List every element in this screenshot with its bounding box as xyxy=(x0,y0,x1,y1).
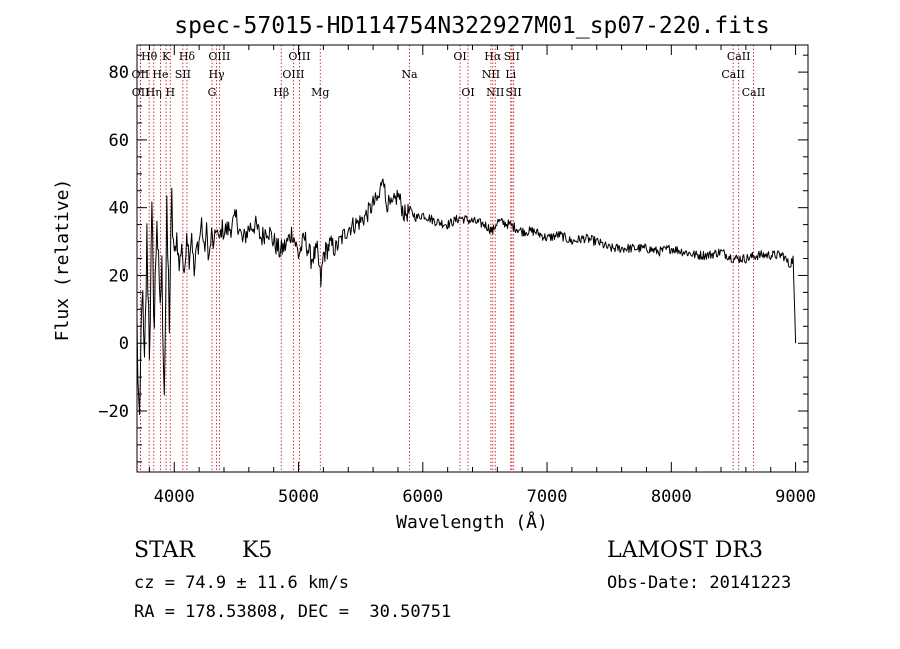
line-label-lines_mid-4: OIII xyxy=(282,68,304,81)
x-tick-label-3: 7000 xyxy=(527,487,568,507)
line-label-lines_top-3: OIII xyxy=(208,50,230,63)
line-label-lines_top-7: SII xyxy=(504,50,520,63)
x-axis-ticks: 4000 5000 6000 7000 8000 9000 xyxy=(148,45,816,507)
y-tick-label-3: 40 xyxy=(109,199,129,219)
line-label-lines_mid-5: Na xyxy=(401,68,418,81)
x-axis-label: Wavelength (Å) xyxy=(396,511,548,533)
object-subclass: K5 xyxy=(242,538,273,563)
line-label-lines_bottom-4: Hβ xyxy=(273,86,289,99)
line-label-lines_bottom-5: Mg xyxy=(311,86,329,99)
chart-title: spec-57015-HD114754N322927M01_sp07-220.f… xyxy=(174,13,769,39)
survey-name: LAMOST DR3 xyxy=(607,538,763,563)
line-label-lines_top-0: Hθ xyxy=(141,50,158,63)
line-label-lines_top-6: Hα xyxy=(484,50,502,63)
plot-frame xyxy=(136,44,809,473)
spectrum-line-0 xyxy=(136,178,797,416)
x-tick-label-4: 8000 xyxy=(651,487,692,507)
x-tick-label-5: 9000 xyxy=(775,487,816,507)
y-tick-label-2: 20 xyxy=(109,266,129,286)
line-label-lines_mid-8: CaII xyxy=(721,68,745,81)
spectrum-series xyxy=(136,178,797,416)
y-tick-label-0: −20 xyxy=(98,402,129,422)
line-label-lines_bottom-3: G xyxy=(208,86,217,99)
line-label-lines_top-5: OI xyxy=(453,50,466,63)
line-label-lines_mid-1: He xyxy=(152,68,168,81)
object-class: STAR xyxy=(134,538,195,563)
x-tick-label-1: 5000 xyxy=(278,487,319,507)
y-tick-label-1: 0 xyxy=(119,334,129,354)
redshift-velocity: cz = 74.9 ± 11.6 km/s xyxy=(134,573,349,593)
line-label-lines_top-4: OIII xyxy=(288,50,310,63)
line-label-lines_bottom-0: OII xyxy=(132,86,150,99)
y-axis-label: Flux (relative) xyxy=(52,179,73,342)
line-label-lines_bottom-9: CaII xyxy=(742,86,766,99)
line-label-lines_bottom-2: H xyxy=(166,86,176,99)
coordinates: RA = 178.53808, DEC = 30.50751 xyxy=(134,602,452,622)
line-label-lines_bottom-7: NII xyxy=(486,86,504,99)
y-tick-label-4: 60 xyxy=(109,131,129,151)
observation-date: Obs-Date: 20141223 xyxy=(607,573,792,593)
x-tick-label-2: 6000 xyxy=(402,487,443,507)
line-label-lines_top-2: Hδ xyxy=(179,50,196,63)
line-label-lines_bottom-8: SII xyxy=(506,86,522,99)
line-label-lines_top-8: CaII xyxy=(727,50,751,63)
line-label-lines_mid-6: NII xyxy=(482,68,500,81)
y-axis-ticks: −20 0 20 40 60 80 xyxy=(98,54,808,463)
line-label-lines_mid-2: SII xyxy=(175,68,191,81)
line-label-lines_top-1: K xyxy=(162,50,171,63)
y-tick-label-5: 80 xyxy=(109,63,129,83)
x-tick-label-0: 4000 xyxy=(154,487,195,507)
line-label-lines_bottom-1: Hη xyxy=(146,86,162,99)
line-label-lines_bottom-6: OI xyxy=(461,86,474,99)
line-label-lines_mid-3: Hγ xyxy=(208,68,225,81)
line-label-lines_mid-7: Li xyxy=(505,68,516,81)
plot-border xyxy=(136,44,809,473)
